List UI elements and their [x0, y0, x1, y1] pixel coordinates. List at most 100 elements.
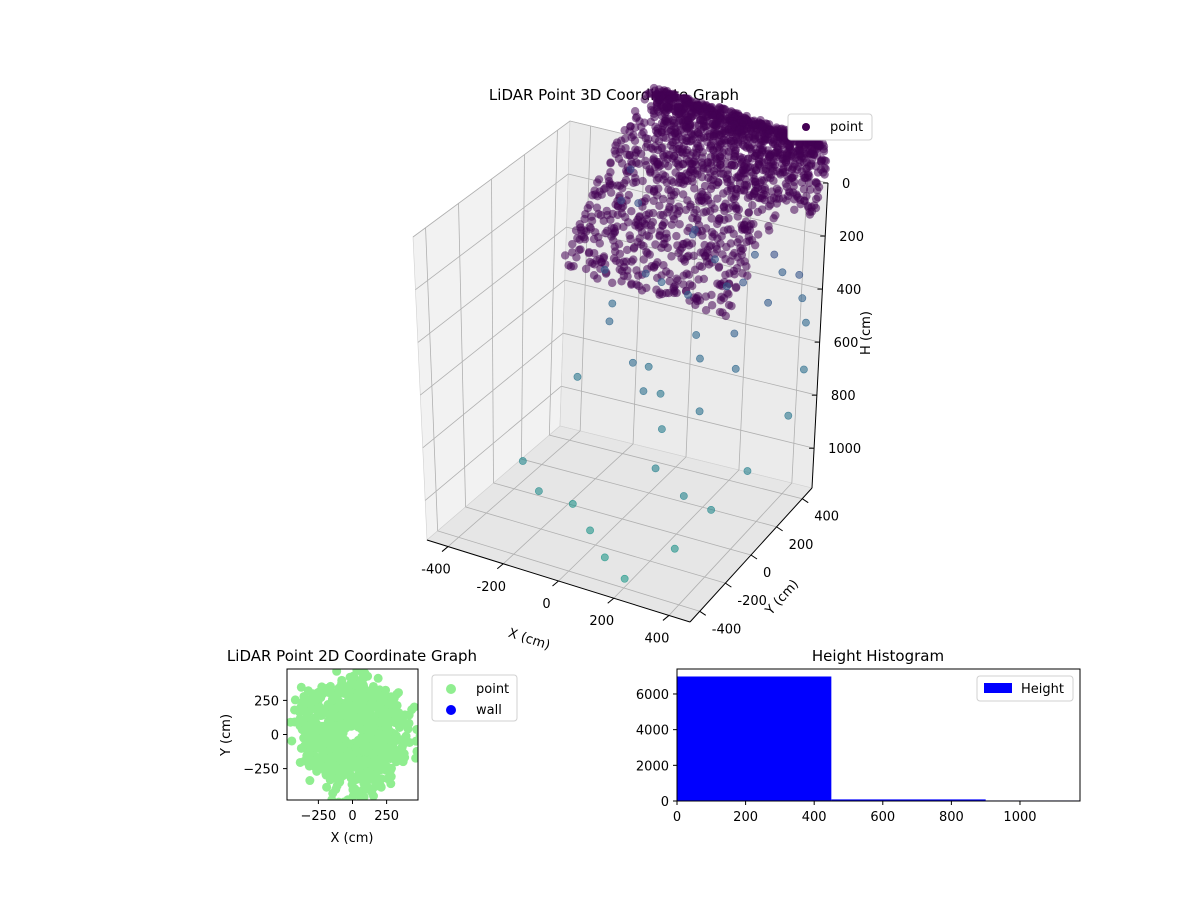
point-3d-dense: [744, 208, 753, 217]
point-2d: [347, 780, 357, 790]
point-3d-dense: [627, 257, 636, 266]
point-3d-dense: [755, 150, 765, 159]
legend-2d: point wall: [431, 674, 518, 722]
point-2d: [379, 735, 389, 745]
point-2d: [310, 726, 320, 736]
point-3d-dense: [796, 199, 805, 209]
point-3d-dense: [742, 262, 751, 271]
point-3d-dense: [694, 121, 703, 130]
x-tick-mark: [496, 563, 504, 570]
point-3d-sparse: [743, 467, 752, 475]
point-2d: [356, 756, 366, 766]
point-2d: [373, 673, 383, 683]
point-2d: [328, 704, 338, 714]
point-2d: [290, 695, 300, 705]
point-3d-dense: [694, 275, 703, 284]
grid-height-left: [422, 332, 564, 449]
point-2d: [404, 718, 414, 728]
point-3d-dense: [622, 150, 632, 160]
point-3d-dense: [619, 222, 628, 232]
point-3d-dense: [724, 300, 734, 310]
point-3d-dense: [586, 224, 595, 233]
point-3d-dense: [669, 116, 678, 126]
point-3d-dense: [710, 230, 719, 239]
point-3d-dense: [657, 243, 666, 253]
point-2d: [341, 759, 351, 769]
point-3d-dense: [760, 136, 770, 145]
point-2d: [358, 685, 368, 695]
point-3d-dense: [777, 124, 786, 133]
point-3d-dense: [652, 90, 661, 99]
point-3d-dense: [722, 174, 732, 184]
point-3d-dense: [718, 308, 727, 317]
point-3d-dense: [625, 231, 634, 240]
point-2d: [352, 669, 362, 675]
point-3d-dense: [655, 290, 664, 299]
point-3d-dense: [587, 212, 596, 221]
hist-x-tick-label: 0: [673, 810, 681, 825]
point-2d: [370, 761, 380, 771]
point-3d-dense: [670, 128, 680, 138]
point-3d-dense: [728, 201, 738, 211]
point-2d: [352, 713, 362, 723]
point-3d-dense: [764, 202, 774, 211]
point-2d: [318, 689, 328, 699]
point-2d: [303, 686, 313, 696]
point-3d-dense: [748, 201, 757, 210]
point-3d-dense: [727, 183, 736, 193]
point-3d-sparse: [573, 372, 582, 381]
point-3d-dense: [811, 177, 821, 187]
point-3d-dense: [640, 197, 649, 206]
point-3d-dense: [646, 143, 656, 153]
point-3d-dense: [651, 170, 660, 179]
point-3d-dense: [673, 156, 683, 165]
x-tick-label: -200: [477, 580, 507, 595]
z-tick-label: 600: [834, 336, 859, 351]
point-2d: [346, 692, 356, 702]
point-3d-sparse: [722, 282, 731, 291]
hist-y-tick-label: 2000: [636, 759, 669, 774]
point-2d: [361, 778, 371, 788]
point-3d-dense: [676, 116, 686, 125]
point-3d-dense: [716, 169, 725, 178]
point-3d-dense: [700, 240, 709, 250]
point-3d-dense: [802, 157, 812, 167]
point-3d-dense: [653, 128, 663, 138]
point-2d: [371, 776, 381, 786]
point-3d-dense: [635, 212, 644, 222]
point-2d: [412, 724, 418, 734]
point-3d-dense: [730, 152, 739, 161]
point-3d-dense: [716, 239, 725, 248]
point-2d: [386, 735, 396, 745]
point-2d: [332, 669, 342, 676]
point-3d-sparse: [692, 331, 701, 339]
point-3d-dense: [579, 232, 589, 242]
point-3d-sparse: [784, 411, 793, 420]
point-3d-sparse: [695, 407, 704, 416]
legend-3d: point: [787, 113, 873, 141]
point-3d-dense: [560, 251, 570, 260]
grid-height-left: [412, 120, 571, 238]
grid-height-left: [415, 173, 569, 291]
point-3d-dense: [770, 136, 779, 145]
x-tick-label: 0: [542, 597, 550, 612]
point-2d: [385, 753, 395, 763]
point-3d-sparse: [568, 500, 577, 508]
point-2d: [296, 743, 306, 753]
point-2d: [294, 707, 304, 717]
point-3d-dense: [743, 271, 752, 280]
point-3d-dense: [655, 201, 664, 211]
point-3d-dense: [728, 120, 737, 129]
point-3d-dense: [627, 206, 636, 216]
point-2d: [322, 782, 332, 792]
point-3d-dense: [732, 173, 741, 182]
point-3d-sparse: [764, 298, 772, 307]
point-3d-dense: [795, 149, 805, 159]
x-tick-label: -400: [421, 563, 451, 578]
point-3d-dense: [652, 102, 662, 112]
x-tick-mark: [552, 580, 559, 587]
point-3d-dense: [717, 104, 726, 114]
point-3d-dense: [738, 244, 748, 253]
y-tick-mark: [776, 526, 783, 532]
point-3d-sparse: [731, 364, 740, 373]
